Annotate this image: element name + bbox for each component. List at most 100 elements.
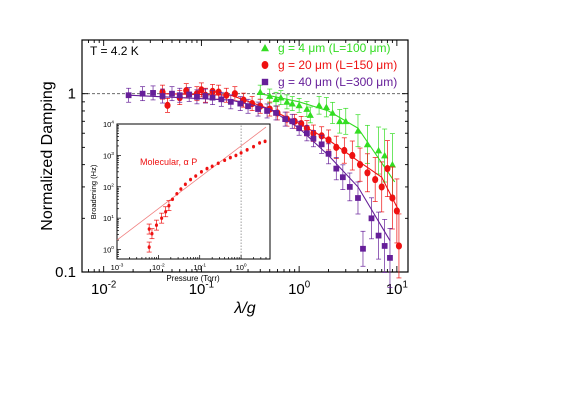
data-point (218, 96, 225, 103)
inset-data-point (167, 203, 171, 208)
inset-y-tick-label: 104 (103, 120, 114, 129)
data-point (336, 117, 344, 125)
inset-x-tick-label: 10-3 (111, 263, 124, 272)
legend-marker-square (261, 78, 269, 86)
inset-data-point (160, 216, 164, 220)
molecular-annotation: Molecular, α P (140, 157, 197, 167)
inset-data-point (175, 191, 179, 196)
data-point (333, 165, 340, 172)
inset-data-point (239, 151, 243, 155)
inset-y-tick-label: 103 (103, 151, 114, 160)
main-x-axis-label: λ/g (233, 300, 255, 317)
temperature-annotation: T = 4.2 K (90, 44, 139, 58)
data-point (346, 184, 353, 190)
inset-data-point (150, 231, 154, 236)
inset-data-point (199, 169, 203, 174)
inset-x-tick-label: 10-1 (193, 263, 206, 272)
data-point (266, 92, 274, 99)
inset-data-point (258, 141, 262, 145)
data-point (354, 127, 362, 134)
data-point (388, 161, 396, 168)
data-point (231, 90, 238, 98)
data-point (202, 93, 209, 99)
data-point (223, 91, 230, 99)
series-square (125, 85, 393, 288)
data-point (378, 183, 385, 191)
main-series-group (125, 82, 402, 288)
inset-chart: 10-3 10-2 10-1 100 100 101 102 103 104 Broadenin… (89, 120, 271, 283)
data-point (283, 98, 291, 105)
data-point (387, 255, 393, 261)
data-point (372, 175, 379, 184)
data-point (310, 135, 317, 142)
inset-data-point (205, 166, 209, 171)
data-point (198, 86, 205, 94)
inset-background (117, 124, 270, 259)
x-tick-label: 10-2 (91, 279, 116, 298)
legend-marker-triangle (261, 44, 269, 52)
main-chart: 10-2 10-1 100 101 0.1 1 Normalized Damping λ/… (39, 39, 409, 317)
data-point (322, 103, 330, 111)
data-point (349, 151, 356, 160)
data-point (139, 90, 146, 97)
data-point (227, 98, 234, 105)
data-point (255, 106, 261, 112)
y-tick-label: 1 (68, 86, 76, 103)
data-point (150, 90, 156, 96)
inset-data-point (147, 227, 151, 231)
data-point (360, 245, 366, 252)
inset-fit-line (116, 126, 267, 241)
data-point (368, 215, 375, 222)
inset-series-group (116, 126, 267, 253)
x-tick-label: 101 (386, 279, 408, 298)
data-point (273, 110, 279, 116)
data-point (356, 161, 364, 169)
inset-data-point (234, 153, 238, 158)
data-point (296, 125, 303, 132)
inset-data-point (245, 148, 249, 152)
inset-y-tick-label: 101 (103, 214, 114, 223)
series-triangle (256, 84, 396, 196)
data-point (288, 99, 296, 107)
inset-data-point (164, 209, 168, 214)
data-point (295, 101, 303, 109)
data-point (384, 165, 391, 173)
data-point (282, 116, 289, 123)
data-point (215, 88, 222, 96)
legend-entry: g = 40 μm (L=300 μm) (278, 75, 397, 89)
y-tick-label: 0.1 (55, 264, 76, 281)
data-point (339, 174, 346, 181)
inset-data-point (189, 177, 193, 182)
data-point (237, 100, 244, 107)
x-tick-label: 100 (288, 279, 311, 298)
data-point (381, 151, 389, 159)
data-point (325, 136, 332, 144)
inset-axis-ticks: 10-3 10-2 10-1 100 100 101 102 103 104 (103, 120, 271, 272)
data-point (289, 118, 296, 125)
inset-data-point (147, 245, 151, 249)
data-point (272, 95, 280, 103)
data-point (342, 117, 350, 125)
inset-data-point (210, 164, 214, 169)
data-point (176, 92, 183, 99)
data-point (329, 109, 337, 116)
data-point (363, 140, 372, 148)
data-point (264, 108, 270, 114)
data-point (303, 105, 311, 112)
data-point (169, 90, 175, 97)
data-point (333, 143, 340, 151)
inset-y-tick-label: 100 (103, 245, 114, 254)
main-plot-frame (81, 39, 409, 273)
data-point (355, 195, 361, 201)
data-point (325, 150, 332, 157)
inset-data-point (223, 158, 227, 163)
data-point (374, 146, 383, 154)
data-point (341, 146, 348, 155)
inset-data-point (263, 139, 267, 144)
inset-data-point (216, 161, 220, 166)
data-point (303, 130, 310, 137)
legend: g = 4 μm (L=100 μm) g = 20 μm (L=150 μm) g… (261, 41, 397, 89)
data-point (393, 207, 400, 215)
data-point (256, 88, 264, 96)
legend-entry: g = 20 μm (L=150 μm) (278, 58, 397, 72)
